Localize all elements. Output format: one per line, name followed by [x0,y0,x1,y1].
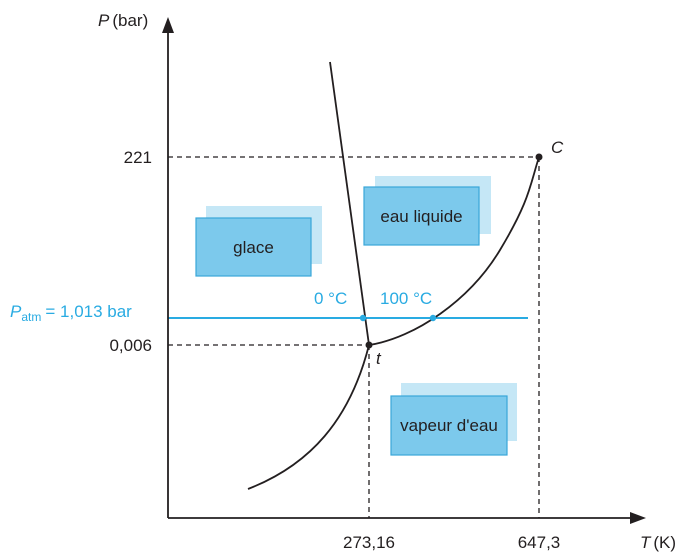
sublimation-curve [247,344,370,490]
patm-label: Patm = 1,013 bar [10,302,132,324]
region-vapeur: vapeur d'eau [390,383,517,456]
y-tick-0006: 0,006 [109,336,152,355]
region-label-glace: glace [233,238,274,257]
critical-point-label: C [551,138,564,157]
x-tick-647: 647,3 [518,533,561,552]
x-axis-arrow-icon [630,512,646,524]
y-axis-arrow-icon [162,17,174,33]
region-eau-liquide: eau liquide [363,176,491,246]
y-tick-221: 221 [124,148,152,167]
freezing-point-marker [359,314,367,322]
region-label-eau-liquide: eau liquide [380,207,462,226]
x-tick-273: 273,16 [343,533,395,552]
triple-point [365,341,373,349]
boiling-label: 100 °C [380,289,432,308]
y-axis-label: P (bar) [98,11,148,30]
freezing-label: 0 °C [314,289,347,308]
region-glace: glace [195,206,322,277]
triple-point-label: t [376,349,382,368]
region-label-vapeur: vapeur d'eau [400,416,498,435]
fusion-curve [329,61,370,346]
x-axis-label: T (K) [640,533,676,552]
vaporization-curve [368,156,540,346]
boiling-point-marker [429,314,437,322]
critical-point [535,153,543,161]
